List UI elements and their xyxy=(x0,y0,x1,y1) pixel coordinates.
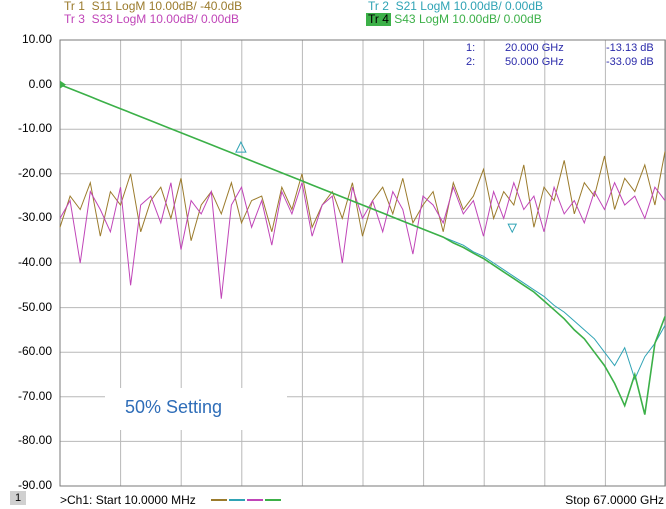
y-tick-label: 10.00 xyxy=(21,32,52,46)
y-tick-label: -70.00 xyxy=(17,388,52,403)
trace-3-label: Tr 3 xyxy=(64,12,85,26)
trace-1-header[interactable]: Tr 1 S11 LogM 10.00dB/ -40.0dB xyxy=(64,0,242,13)
y-tick-label: -80.00 xyxy=(17,433,52,448)
marker-1-triangle xyxy=(235,141,247,153)
marker-1-num: 1: xyxy=(466,42,476,54)
trace-1-param: S11 xyxy=(91,0,113,13)
y-tick-label: -40.00 xyxy=(17,255,52,269)
marker-1-value: -13.13 dB xyxy=(606,42,654,54)
stop-frequency: Stop 67.0000 GHz xyxy=(565,493,664,507)
trace-2-format: LogM 10.00dB/ 0.00dB xyxy=(420,0,544,13)
trace-3-header[interactable]: Tr 3 S33 LogM 10.00dB/ 0.00dB xyxy=(64,13,239,26)
trace-1-label: Tr 1 xyxy=(64,0,85,13)
start-frequency: >Ch1: Start 10.0000 MHz xyxy=(60,493,196,507)
trace-2-label: Tr 2 xyxy=(368,0,389,13)
reference-level-marker xyxy=(60,80,66,89)
channel-indicator[interactable]: 1 xyxy=(10,491,26,505)
y-tick-label: -50.00 xyxy=(17,299,52,314)
marker-2-value: -33.09 dB xyxy=(606,56,654,68)
trace-s33 xyxy=(59,181,666,299)
trace-s11 xyxy=(59,151,666,241)
y-tick-label: -60.00 xyxy=(17,344,52,359)
trace-3-format: LogM 10.00dB/ 0.00dB xyxy=(116,12,240,26)
setting-callout: 50% Setting xyxy=(105,388,287,430)
marker-1-freq: 20.000 GHz xyxy=(505,42,564,54)
marker-2-freq: 50.000 GHz xyxy=(505,56,564,68)
trace-4-header[interactable]: Tr 4 S43 LogM 10.00dB/ 0.00dB xyxy=(366,13,542,26)
status-bar: 1 >Ch1: Start 10.0000 MHz Stop 67.0000 G… xyxy=(0,489,666,509)
trace-3-param: S33 xyxy=(91,12,113,26)
trace-1-format: LogM 10.00dB/ -40.0dB xyxy=(115,0,243,13)
trace-s43 xyxy=(59,83,666,415)
y-tick-label: 0.00 xyxy=(28,76,52,91)
y-tick-label: -90.00 xyxy=(17,478,52,492)
trace-2-header[interactable]: Tr 2 S21 LogM 10.00dB/ 0.00dB xyxy=(368,0,543,13)
setting-callout-text: 50% Setting xyxy=(125,397,223,417)
trace-4-label: Tr 4 xyxy=(366,12,391,26)
y-tick-label: -10.00 xyxy=(17,121,52,136)
trace-2-param: S21 xyxy=(395,0,417,13)
y-tick-label: -20.00 xyxy=(17,165,52,180)
y-tick-label: -30.00 xyxy=(17,210,52,225)
plot-frame xyxy=(59,39,666,487)
trace-4-param: S43 xyxy=(394,12,416,26)
trace-4-format: LogM 10.00dB/ 0.00dB xyxy=(418,12,542,26)
trace-color-legend xyxy=(211,499,281,501)
marker-2-num: 2: xyxy=(466,56,476,68)
marker-2-triangle xyxy=(507,223,518,234)
